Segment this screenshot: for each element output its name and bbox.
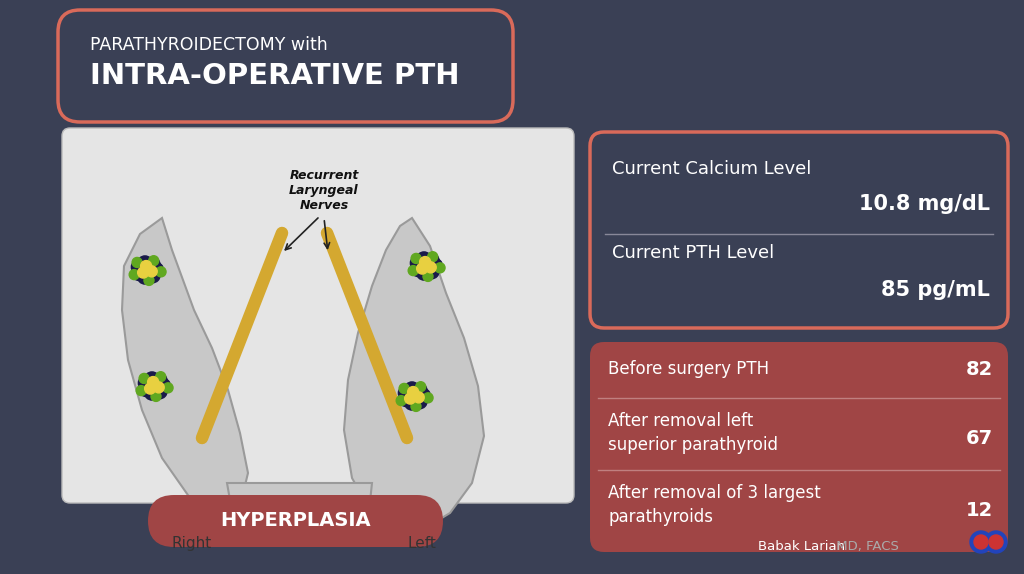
Circle shape	[414, 392, 424, 403]
Circle shape	[989, 535, 1002, 549]
Circle shape	[420, 257, 431, 267]
Circle shape	[144, 383, 156, 394]
Circle shape	[396, 395, 407, 406]
Text: Current Calcium Level: Current Calcium Level	[612, 160, 811, 178]
Circle shape	[129, 270, 139, 280]
Circle shape	[404, 382, 420, 397]
Circle shape	[138, 375, 154, 390]
Polygon shape	[227, 483, 372, 518]
Circle shape	[146, 266, 158, 277]
Circle shape	[412, 383, 427, 398]
Circle shape	[137, 269, 153, 284]
Circle shape	[404, 395, 420, 410]
Circle shape	[131, 265, 146, 281]
Polygon shape	[344, 218, 484, 530]
Circle shape	[139, 374, 150, 383]
Circle shape	[144, 276, 154, 285]
Text: After removal of 3 largest
parathyroids: After removal of 3 largest parathyroids	[608, 484, 821, 526]
Circle shape	[428, 252, 437, 262]
Circle shape	[137, 256, 153, 271]
Text: 82: 82	[966, 360, 993, 379]
Text: Babak Larian: Babak Larian	[758, 540, 845, 553]
Circle shape	[137, 267, 148, 278]
Circle shape	[136, 386, 146, 395]
Circle shape	[131, 259, 146, 274]
Circle shape	[399, 383, 410, 393]
Circle shape	[398, 391, 414, 406]
Text: 67: 67	[966, 429, 993, 448]
Circle shape	[145, 257, 160, 272]
Text: 12: 12	[966, 501, 993, 520]
Text: Current PTH Level: Current PTH Level	[612, 244, 774, 262]
Circle shape	[148, 262, 164, 277]
Circle shape	[154, 382, 164, 393]
Text: INTRA-OPERATIVE PTH: INTRA-OPERATIVE PTH	[90, 62, 460, 90]
Text: 85 pg/mL: 85 pg/mL	[881, 280, 990, 300]
Circle shape	[411, 254, 421, 263]
FancyBboxPatch shape	[62, 128, 574, 503]
Circle shape	[409, 266, 418, 276]
Circle shape	[163, 383, 173, 393]
Circle shape	[424, 253, 439, 268]
Circle shape	[144, 385, 160, 400]
Circle shape	[398, 386, 414, 401]
Circle shape	[985, 531, 1007, 553]
Circle shape	[427, 258, 442, 273]
Circle shape	[404, 393, 416, 404]
Circle shape	[416, 389, 430, 404]
FancyBboxPatch shape	[148, 495, 443, 547]
Text: PARATHYROIDECTOMY with: PARATHYROIDECTOMY with	[90, 36, 328, 54]
Circle shape	[145, 268, 160, 283]
Polygon shape	[122, 218, 248, 513]
Circle shape	[156, 372, 166, 382]
Circle shape	[147, 377, 159, 387]
Circle shape	[156, 267, 166, 277]
Text: Recurrent
Laryngeal
Nerves: Recurrent Laryngeal Nerves	[289, 169, 358, 212]
Circle shape	[153, 373, 167, 388]
Text: Left: Left	[408, 536, 436, 551]
Text: Before surgery PTH: Before surgery PTH	[608, 360, 769, 378]
Circle shape	[411, 255, 425, 270]
Circle shape	[416, 382, 426, 391]
Circle shape	[417, 252, 431, 267]
Text: 10.8 mg/dL: 10.8 mg/dL	[859, 194, 990, 214]
Circle shape	[132, 258, 142, 267]
Text: MD, FACS: MD, FACS	[831, 540, 899, 553]
Circle shape	[423, 393, 433, 403]
Text: After removal left
superior parathyroid: After removal left superior parathyroid	[608, 412, 778, 453]
Circle shape	[156, 378, 171, 394]
Circle shape	[423, 272, 433, 281]
Circle shape	[153, 384, 167, 399]
Circle shape	[425, 262, 436, 273]
Circle shape	[974, 535, 988, 549]
Circle shape	[408, 386, 419, 398]
Circle shape	[148, 256, 159, 266]
Circle shape	[412, 394, 427, 409]
Circle shape	[144, 372, 160, 387]
Circle shape	[424, 264, 439, 279]
Circle shape	[970, 531, 992, 553]
Circle shape	[151, 391, 161, 401]
Circle shape	[435, 263, 445, 273]
Circle shape	[138, 382, 154, 397]
Circle shape	[411, 401, 421, 412]
Circle shape	[140, 261, 152, 272]
Text: HYPERPLASIA: HYPERPLASIA	[220, 511, 371, 530]
FancyBboxPatch shape	[590, 132, 1008, 328]
Circle shape	[417, 263, 428, 274]
Circle shape	[411, 261, 425, 277]
FancyBboxPatch shape	[590, 342, 1008, 552]
Circle shape	[417, 265, 431, 280]
Text: Right: Right	[172, 536, 212, 551]
FancyBboxPatch shape	[58, 10, 513, 122]
